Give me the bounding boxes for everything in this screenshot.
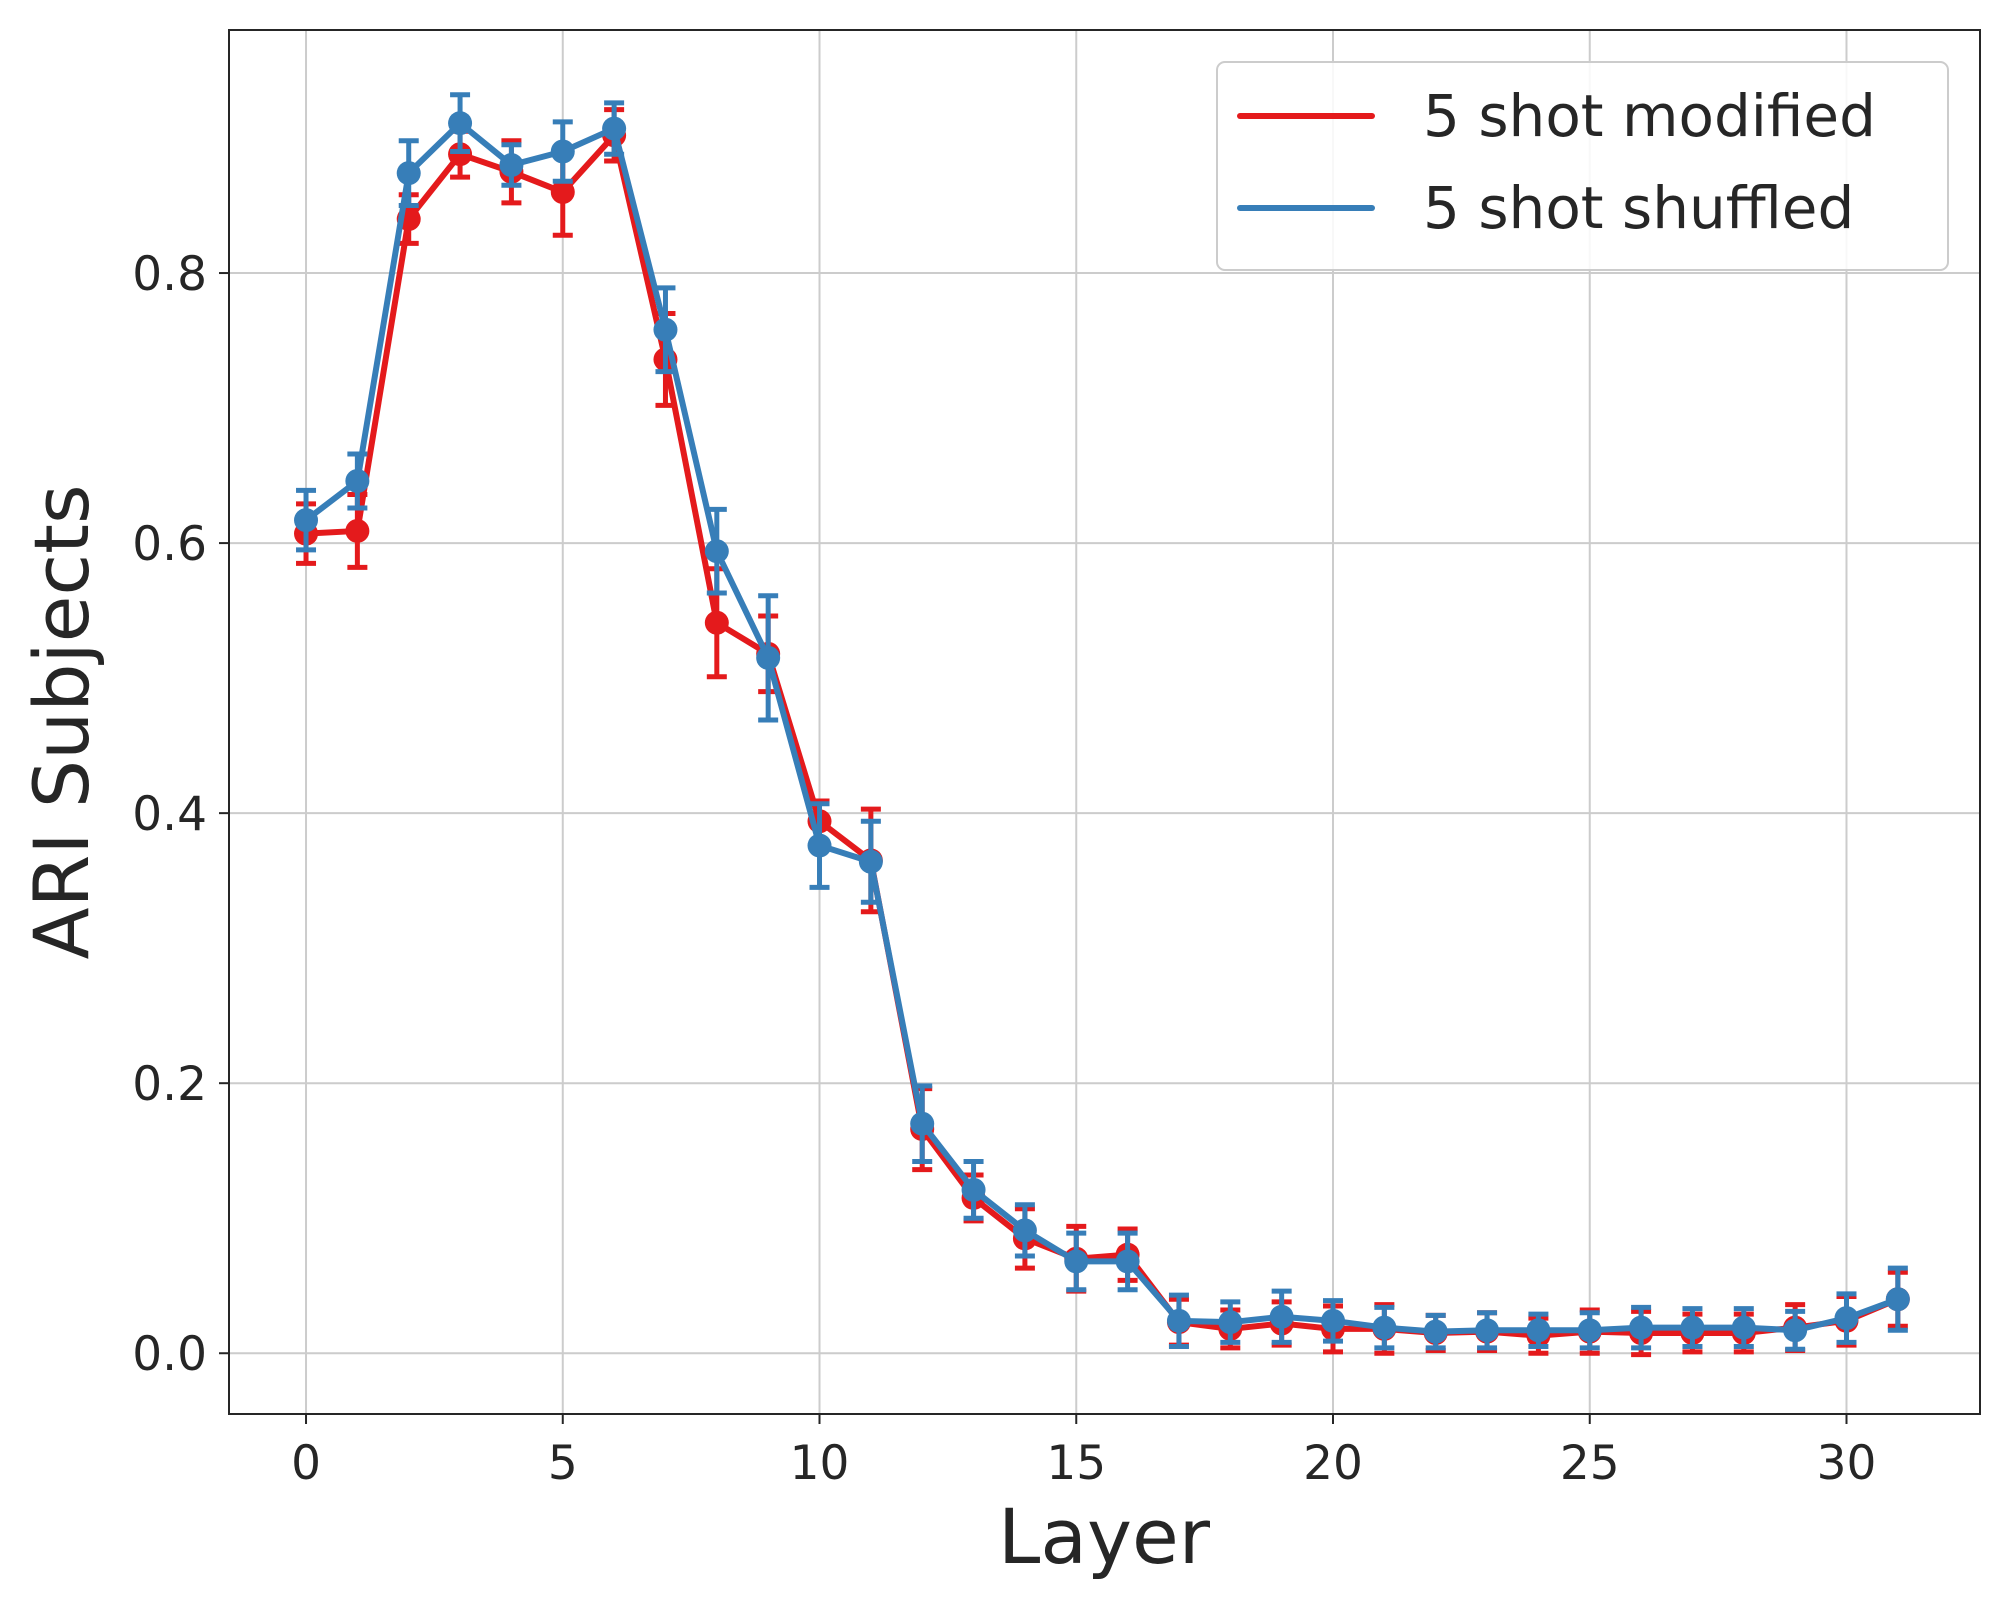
x-tick-label: 5 — [548, 1436, 578, 1491]
data-point — [1577, 1318, 1602, 1343]
legend-label-modified: 5 shot modified — [1423, 82, 1876, 150]
data-point — [1218, 1310, 1243, 1335]
tick-labels: 0 5 10 15 20 25 30 0.0 0.2 0.4 0.6 0.8 — [132, 247, 1876, 1491]
x-tick-label: 10 — [790, 1436, 850, 1491]
data-point — [1783, 1318, 1808, 1343]
legend: 5 shot modified 5 shot shuffled — [1216, 61, 1949, 271]
x-tick-label: 25 — [1560, 1436, 1620, 1491]
data-point — [704, 539, 729, 564]
x-tick-label: 30 — [1817, 1436, 1877, 1491]
plot-frame — [228, 29, 1981, 1415]
x-tick-label: 15 — [1046, 1436, 1106, 1491]
data-point — [1064, 1249, 1089, 1274]
data-point — [602, 116, 627, 141]
y-tick-label: 0.2 — [132, 1057, 207, 1112]
data-point — [756, 645, 781, 670]
data-point — [448, 142, 473, 167]
data-point — [1680, 1315, 1705, 1340]
series-1 — [294, 92, 1910, 1352]
data-point — [1885, 1287, 1910, 1312]
x-axis-title: Layer — [998, 1492, 1211, 1581]
x-tick-label: 20 — [1303, 1436, 1363, 1491]
y-tick-label: 0.6 — [132, 517, 207, 572]
data-point — [1526, 1318, 1551, 1343]
data-point — [653, 317, 678, 342]
data-point — [858, 849, 883, 874]
y-tick-label: 0.4 — [132, 787, 207, 842]
data-point — [910, 1111, 935, 1136]
data-point — [1834, 1306, 1859, 1331]
data-point — [396, 161, 421, 186]
data-point — [345, 518, 370, 543]
data-point — [1321, 1308, 1346, 1333]
data-point — [704, 610, 729, 635]
data-point — [448, 111, 473, 136]
data-point — [294, 508, 319, 533]
data-point — [345, 468, 370, 493]
legend-box — [1216, 61, 1949, 271]
data-point — [499, 153, 524, 178]
data-point — [1166, 1308, 1191, 1333]
data-point — [807, 833, 832, 858]
y-axis-title: ARI Subjects — [17, 484, 106, 959]
y-tick-label: 0.0 — [132, 1327, 207, 1382]
data-point — [1115, 1249, 1140, 1274]
data-point — [961, 1177, 986, 1202]
series-layer — [294, 92, 1910, 1358]
data-point — [1012, 1218, 1037, 1243]
data-point — [1372, 1315, 1397, 1340]
y-tick-label: 0.8 — [132, 247, 207, 302]
data-point — [550, 180, 575, 205]
data-point — [550, 139, 575, 164]
x-tick-label: 0 — [291, 1436, 321, 1491]
data-point — [1269, 1304, 1294, 1329]
data-point — [1731, 1315, 1756, 1340]
data-point — [1475, 1318, 1500, 1343]
data-point — [1423, 1319, 1448, 1344]
legend-label-shuffled: 5 shot shuffled — [1423, 174, 1854, 242]
grid-lines — [229, 30, 1980, 1414]
data-point — [1629, 1315, 1654, 1340]
